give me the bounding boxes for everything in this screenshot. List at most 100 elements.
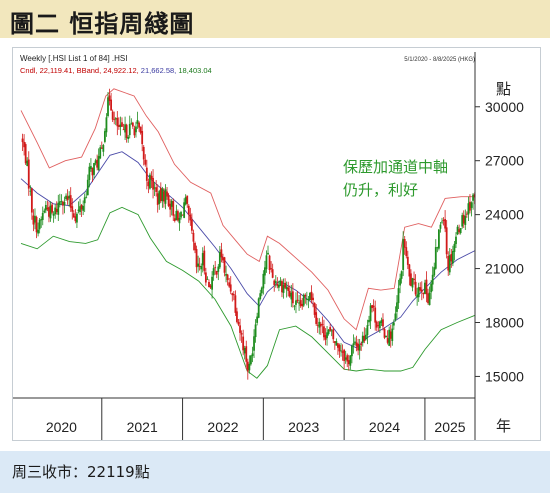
plot-area — [20, 88, 476, 380]
candle-body — [237, 321, 240, 325]
candle-body — [253, 336, 255, 351]
candle-body — [173, 218, 176, 221]
legend-entry: Cndl, 22,119.41, — [20, 66, 75, 75]
y-tick-label: 24000 — [485, 207, 524, 223]
candle-body — [102, 144, 105, 152]
candle-body — [326, 332, 328, 339]
candle-body — [347, 360, 350, 365]
candle-body — [361, 335, 364, 343]
axes: 15000 18000 21000 24000 27000 30000 2020 2021 20… — [13, 52, 524, 440]
chart-frame: Weekly [.HSI List 1 of 84] .HSI 5/1/2020… — [12, 47, 541, 441]
candle-body — [41, 213, 44, 220]
candle-body — [52, 213, 55, 216]
candle-body — [63, 201, 66, 206]
candle-body — [184, 197, 187, 205]
candle-body — [65, 195, 67, 199]
candle-body — [82, 205, 85, 211]
candle-body — [360, 343, 363, 346]
candle-body — [318, 321, 321, 328]
candle-body — [316, 324, 319, 326]
candle-body — [218, 251, 221, 268]
candle-body — [372, 305, 375, 308]
candle-body — [150, 175, 153, 180]
candle-body — [256, 316, 259, 323]
candle-body — [422, 292, 425, 295]
candle-body — [445, 227, 448, 255]
candle-body — [62, 201, 64, 206]
candle-body — [86, 179, 89, 196]
candle-body — [23, 141, 26, 148]
candle-body — [228, 282, 231, 287]
y-axis-unit: 點 — [496, 80, 511, 98]
candle-body — [60, 201, 63, 202]
candle-body — [458, 229, 460, 232]
candle-body — [333, 341, 336, 343]
chart-header-right: 5/1/2020 - 8/8/2025 (HKG) — [404, 57, 475, 63]
legend-entry: BBand, 24,922.12, — [75, 66, 139, 75]
candle-body — [341, 351, 344, 353]
candle-body — [197, 263, 199, 267]
candle-body — [391, 328, 394, 341]
candle-body — [424, 282, 426, 294]
annotation-line-1: 保歷加通道中軸 — [343, 158, 448, 176]
candle-body — [383, 328, 386, 338]
candle-body — [413, 278, 415, 281]
candle-body — [368, 319, 370, 323]
candle-body — [400, 271, 403, 279]
candle-body — [99, 147, 102, 159]
candle-body — [296, 299, 299, 302]
candle-body — [420, 289, 423, 292]
candle-body — [94, 160, 97, 164]
candle-body — [212, 268, 215, 276]
candle-body — [215, 270, 218, 275]
footer-bar: 周三收市：22119點 — [0, 451, 550, 493]
candle-body — [240, 333, 243, 335]
candle-body — [357, 343, 360, 351]
candle-body — [337, 343, 339, 348]
candle-body — [209, 285, 212, 288]
candle-body — [450, 254, 453, 262]
candle-body — [119, 124, 122, 127]
candle-body — [323, 326, 325, 338]
candle-body — [428, 292, 431, 306]
candle-body — [257, 298, 260, 318]
candle-body — [163, 191, 165, 202]
candle-body — [293, 305, 296, 307]
candle-body — [127, 136, 130, 139]
candle-body — [139, 126, 142, 133]
candle-body — [203, 250, 206, 271]
y-tick-label: 27000 — [485, 153, 524, 169]
x-tick-label: 2020 — [46, 419, 77, 435]
candle-body — [164, 189, 167, 204]
candle-body — [71, 206, 74, 212]
y-tick-label: 18000 — [485, 314, 524, 330]
candle-body — [88, 166, 91, 180]
candle-body — [465, 213, 468, 215]
candle-body — [410, 273, 412, 286]
candle-body — [392, 322, 395, 326]
candle-body — [145, 167, 148, 181]
candle-body — [295, 300, 297, 305]
candle-body — [375, 321, 378, 328]
candle-body — [236, 311, 238, 322]
candle-body — [335, 341, 338, 346]
candle-body — [201, 253, 204, 266]
candle-body — [166, 191, 168, 197]
candle-body — [105, 117, 108, 133]
closing-price-note: 周三收市：22119點 — [12, 463, 150, 481]
candle-body — [396, 302, 398, 312]
candles — [21, 88, 476, 380]
candle-body — [27, 159, 30, 189]
candle-body — [49, 205, 52, 219]
candle-body — [270, 268, 273, 270]
candle-body — [441, 221, 443, 223]
candle-body — [305, 299, 308, 300]
candle-body — [433, 267, 436, 276]
candle-body — [288, 290, 291, 297]
candle-body — [397, 288, 400, 304]
candle-body — [402, 239, 405, 270]
x-tick-label: 2025 — [434, 419, 465, 435]
candle-body — [403, 239, 406, 248]
candle-body — [103, 131, 106, 142]
candle-body — [34, 215, 36, 223]
